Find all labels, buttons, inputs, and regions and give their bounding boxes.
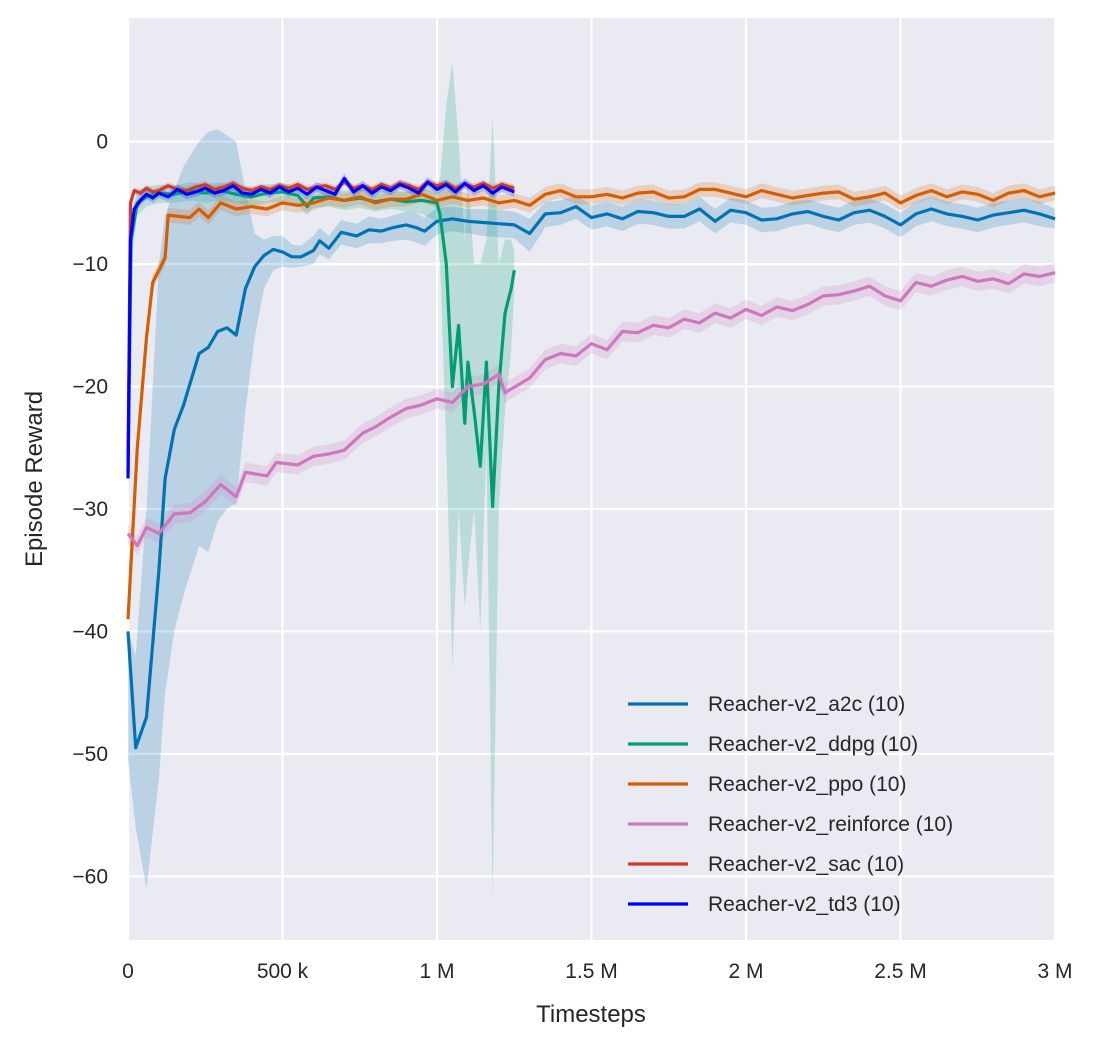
y-tick-label: −10 [72,253,108,276]
y-tick-label: −30 [72,498,108,521]
x-tick-label: 0 [122,960,134,983]
legend: Reacher-v2_a2c (10) Reacher-v2_ddpg (10) R… [628,693,953,916]
y-tick-label: 0 [96,131,108,154]
series-line-4 [126,180,515,461]
series-line-3 [126,271,1056,548]
y-tick-label: −50 [72,743,108,766]
y-tick-labels: 0 −10 −20 −30 −40 −50 −60 [72,131,108,889]
x-tick-label: 2.5 M [874,960,927,983]
series-lines [126,176,1056,750]
legend-label: Reacher-v2_reinforce (10) [708,813,953,836]
x-tick-label: 2 M [728,960,763,983]
y-tick-label: −60 [72,865,108,888]
series-line-2 [126,187,1056,620]
x-tick-label: 1 M [419,960,454,983]
series-line-0 [126,205,1056,750]
y-tick-label: −20 [72,376,108,399]
legend-label: Reacher-v2_ddpg (10) [708,733,918,756]
legend-label: Reacher-v2_td3 (10) [708,893,901,916]
gridlines [126,18,1057,940]
legend-label: Reacher-v2_ppo (10) [708,773,906,796]
legend-label: Reacher-v2_a2c (10) [708,693,905,716]
x-tick-label: 1.5 M [565,960,618,983]
y-axis-label: Episode Reward [21,391,48,567]
series-line-5 [126,176,515,479]
x-axis-label: Timesteps [536,1001,646,1028]
x-tick-label: 500 k [257,960,309,983]
y-tick-label: −40 [72,620,108,643]
legend-label: Reacher-v2_sac (10) [708,853,904,876]
x-tick-labels: 0 500 k 1 M 1.5 M 2 M 2.5 M 3 M [122,960,1072,983]
x-tick-label: 3 M [1037,960,1072,983]
